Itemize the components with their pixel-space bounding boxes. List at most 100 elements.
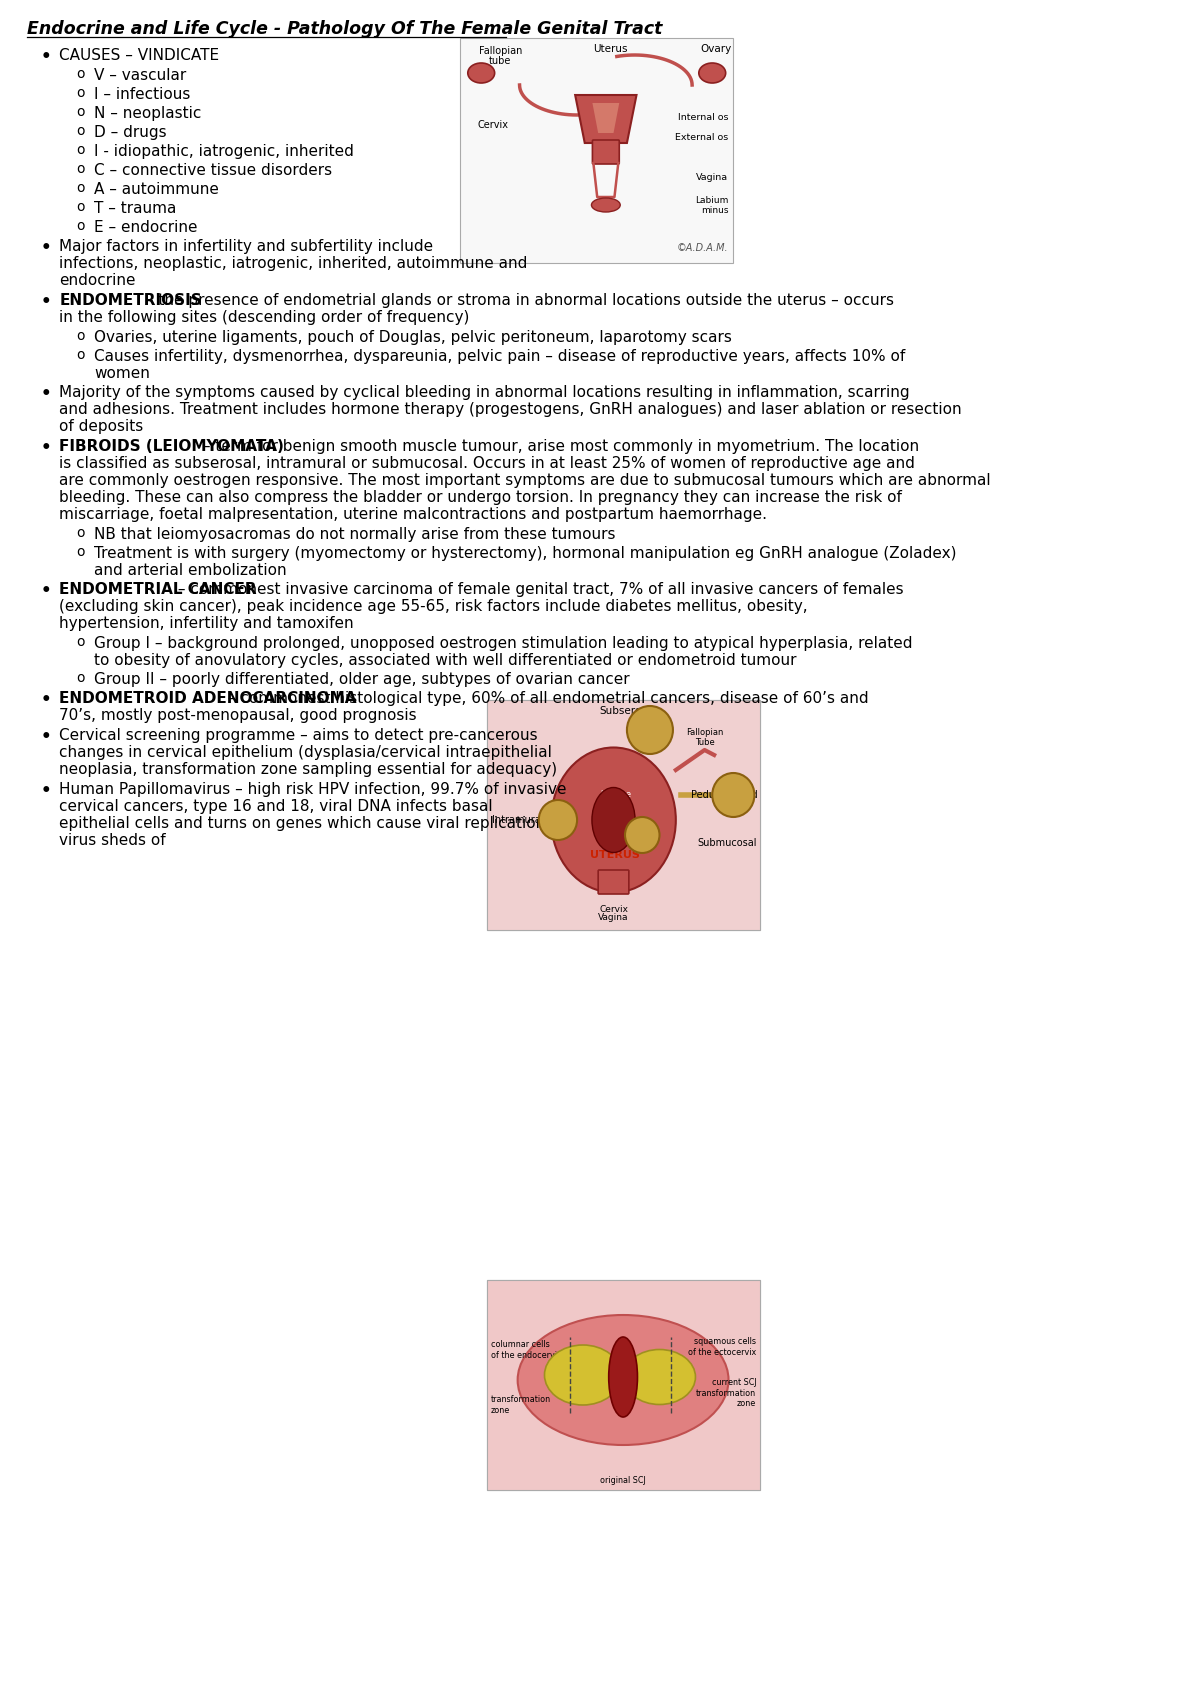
Ellipse shape (545, 1345, 622, 1404)
Text: Human Papillomavirus – high risk HPV infection, 99.7% of invasive: Human Papillomavirus – high risk HPV inf… (60, 783, 566, 796)
Text: •: • (41, 48, 50, 66)
Text: and arterial embolization: and arterial embolization (94, 564, 287, 577)
Text: o: o (77, 161, 85, 177)
Text: – commonest histological type, 60% of all endometrial cancers, disease of 60’s a: – commonest histological type, 60% of al… (223, 691, 869, 706)
Text: ENDOMETRIAL CANCER: ENDOMETRIAL CANCER (60, 582, 257, 598)
Text: Ovary: Ovary (701, 44, 732, 54)
Ellipse shape (468, 63, 494, 83)
Ellipse shape (551, 747, 676, 893)
Text: •: • (41, 385, 50, 402)
Text: •: • (41, 294, 50, 311)
Text: is classified as subserosal, intramural or submucosal. Occurs in at least 25% of: is classified as subserosal, intramural … (60, 457, 916, 470)
Text: original SCJ: original SCJ (600, 1476, 646, 1486)
Text: tube: tube (490, 56, 511, 66)
Text: I – infectious: I – infectious (94, 87, 191, 102)
Text: changes in cervical epithelium (dysplasia/cervical intraepithelial: changes in cervical epithelium (dysplasi… (60, 745, 552, 761)
Text: – term for benign smooth muscle tumour, arise most commonly in myometrium. The l: – term for benign smooth muscle tumour, … (198, 440, 919, 453)
Text: infections, neoplastic, iatrogenic, inherited, autoimmune and: infections, neoplastic, iatrogenic, inhe… (60, 256, 528, 272)
FancyBboxPatch shape (487, 1280, 760, 1491)
Ellipse shape (592, 199, 620, 212)
Text: •: • (41, 691, 50, 710)
Text: •: • (41, 783, 50, 800)
Ellipse shape (698, 63, 726, 83)
Text: •: • (41, 728, 50, 745)
Text: I - idiopathic, iatrogenic, inherited: I - idiopathic, iatrogenic, inherited (94, 144, 354, 160)
Circle shape (539, 800, 577, 841)
Text: Group II – poorly differentiated, older age, subtypes of ovarian cancer: Group II – poorly differentiated, older … (94, 672, 630, 688)
Text: transformation
zone: transformation zone (491, 1396, 551, 1414)
Text: o: o (77, 348, 85, 362)
Ellipse shape (608, 1336, 637, 1418)
Text: UTERUS: UTERUS (590, 851, 641, 859)
Circle shape (626, 706, 673, 754)
Text: ENDOMETROID ADENOCARCINOMA: ENDOMETROID ADENOCARCINOMA (60, 691, 356, 706)
Text: o: o (77, 182, 85, 195)
Text: epithelial cells and turns on genes which cause viral replication,: epithelial cells and turns on genes whic… (60, 817, 551, 830)
Text: o: o (77, 66, 85, 82)
Text: Cervix: Cervix (478, 121, 509, 131)
Text: •: • (41, 582, 50, 599)
Text: Vagina: Vagina (696, 173, 728, 182)
Text: – the presence of endometrial glands or stroma in abnormal locations outside the: – the presence of endometrial glands or … (142, 294, 894, 307)
Text: of deposits: of deposits (60, 419, 144, 435)
Text: Endocrine and Life Cycle - Pathology Of The Female Genital Tract: Endocrine and Life Cycle - Pathology Of … (26, 20, 662, 37)
Text: o: o (77, 105, 85, 119)
FancyBboxPatch shape (460, 37, 733, 263)
Text: Labium: Labium (695, 195, 728, 204)
Text: current SCJ
transformation
zone: current SCJ transformation zone (696, 1379, 756, 1408)
Text: A – autoimmune: A – autoimmune (94, 182, 218, 197)
Text: women: women (94, 367, 150, 380)
Text: Cervix: Cervix (599, 905, 628, 914)
Text: Cervical screening programme – aims to detect pre-cancerous: Cervical screening programme – aims to d… (60, 728, 538, 744)
Text: o: o (77, 124, 85, 138)
Text: o: o (77, 526, 85, 540)
Text: o: o (77, 87, 85, 100)
Text: C – connective tissue disorders: C – connective tissue disorders (94, 163, 332, 178)
Ellipse shape (517, 1314, 728, 1445)
Text: o: o (77, 635, 85, 649)
Text: Major factors in infertility and subfertility include: Major factors in infertility and subfert… (60, 239, 433, 255)
Text: o: o (77, 329, 85, 343)
Circle shape (713, 773, 755, 817)
Polygon shape (593, 104, 619, 132)
Text: in the following sites (descending order of frequency): in the following sites (descending order… (60, 311, 470, 324)
Text: o: o (77, 671, 85, 684)
Text: neoplasia, transformation zone sampling essential for adequacy): neoplasia, transformation zone sampling … (60, 762, 558, 778)
Text: NB that leiomyosacromas do not normally arise from these tumours: NB that leiomyosacromas do not normally … (94, 526, 616, 542)
Text: •: • (41, 440, 50, 457)
Text: Intramural: Intramural (492, 815, 544, 825)
Ellipse shape (592, 788, 635, 852)
Text: Fallopian
Tube: Fallopian Tube (686, 728, 724, 747)
FancyBboxPatch shape (598, 869, 629, 895)
Text: N – neoplastic: N – neoplastic (94, 105, 202, 121)
Text: virus sheds of: virus sheds of (60, 834, 166, 847)
Polygon shape (575, 95, 636, 143)
Text: Majority of the symptoms caused by cyclical bleeding in abnormal locations resul: Majority of the symptoms caused by cycli… (60, 385, 910, 401)
Text: o: o (77, 545, 85, 559)
Text: Uterus: Uterus (593, 44, 628, 54)
Text: External os: External os (676, 132, 728, 141)
Text: cervical cancers, type 16 and 18, viral DNA infects basal: cervical cancers, type 16 and 18, viral … (60, 800, 493, 813)
Text: CAUSES – VINDICATE: CAUSES – VINDICATE (60, 48, 220, 63)
Text: D – drugs: D – drugs (94, 126, 167, 139)
FancyBboxPatch shape (487, 700, 760, 931)
Text: Pedunculated: Pedunculated (691, 790, 757, 800)
Text: are commonly oestrogen responsive. The most important symptoms are due to submuc: are commonly oestrogen responsive. The m… (60, 474, 991, 487)
Text: miscarriage, foetal malpresentation, uterine malcontractions and postpartum haem: miscarriage, foetal malpresentation, ute… (60, 508, 768, 521)
Text: o: o (77, 219, 85, 233)
Text: E – endocrine: E – endocrine (94, 221, 198, 234)
Text: Uterine
Cavity: Uterine Cavity (600, 790, 631, 810)
Text: Treatment is with surgery (myomectomy or hysterectomy), hormonal manipulation eg: Treatment is with surgery (myomectomy or… (94, 547, 956, 560)
FancyBboxPatch shape (487, 1280, 760, 1491)
Text: Subserosal: Subserosal (599, 706, 656, 717)
Text: Submucosal: Submucosal (697, 839, 757, 847)
Text: columnar cells
of the endocervix: columnar cells of the endocervix (491, 1340, 562, 1360)
Text: Internal os: Internal os (678, 112, 728, 122)
Text: o: o (77, 143, 85, 156)
Circle shape (625, 817, 660, 852)
Text: Fallopian: Fallopian (479, 46, 522, 56)
Text: Causes infertility, dysmenorrhea, dyspareunia, pelvic pain – disease of reproduc: Causes infertility, dysmenorrhea, dyspar… (94, 350, 905, 363)
Text: – commonest invasive carcinoma of female genital tract, 7% of all invasive cance: – commonest invasive carcinoma of female… (173, 582, 904, 598)
Text: (excluding skin cancer), peak incidence age 55-65, risk factors include diabetes: (excluding skin cancer), peak incidence … (60, 599, 808, 615)
Text: squamous cells
of the ectocervix: squamous cells of the ectocervix (688, 1338, 756, 1357)
